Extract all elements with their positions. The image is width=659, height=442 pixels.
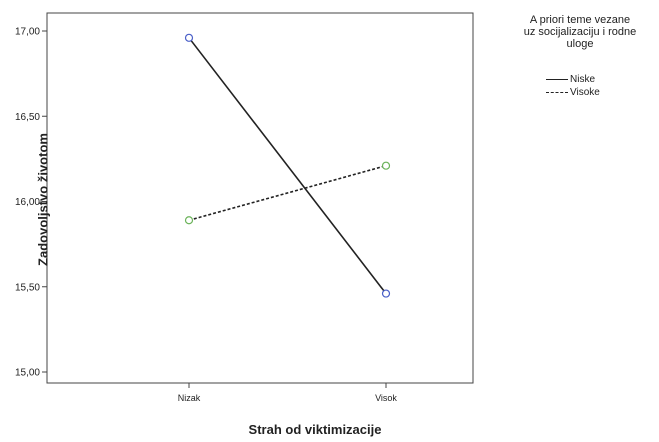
- legend-title: A priori teme vezane uz socijalizaciju i…: [500, 14, 659, 50]
- data-point-visoke: [184, 216, 194, 225]
- y-tick-label: 17,00: [15, 27, 40, 38]
- legend-swatch-dashed: [546, 92, 568, 93]
- series-line-niske: [188, 37, 387, 295]
- series-line-visoke: [188, 164, 387, 222]
- legend-swatch-solid: [546, 79, 568, 80]
- legend-label-visoke: Visoke: [570, 87, 600, 98]
- y-tick-label: 15,00: [15, 368, 40, 379]
- legend-entry-niske: Niske: [546, 74, 595, 85]
- y-axis-title: Zadovoljstvo životom: [35, 133, 51, 266]
- x-axis-title: Strah od viktimizacije: [248, 422, 382, 437]
- x-tick-label: Nizak: [178, 393, 201, 403]
- data-point-niske: [184, 33, 194, 42]
- y-tick-label: 16,50: [15, 112, 40, 123]
- plot-frame: [46, 12, 474, 384]
- legend-title-line-3: uloge: [566, 38, 594, 50]
- legend-entry-visoke: Visoke: [546, 87, 600, 98]
- y-tick-label: 15,50: [15, 282, 40, 293]
- legend-label-niske: Niske: [570, 74, 596, 85]
- x-tick-label: Visok: [375, 393, 397, 403]
- data-point-visoke: [381, 161, 391, 170]
- data-point-niske: [381, 289, 391, 298]
- legend-title-line-1: A priori teme vezane: [529, 14, 631, 26]
- y-tick-label: 16,00: [15, 197, 40, 208]
- legend-title-line-2: uz socijalizaciju i rodne: [523, 26, 637, 38]
